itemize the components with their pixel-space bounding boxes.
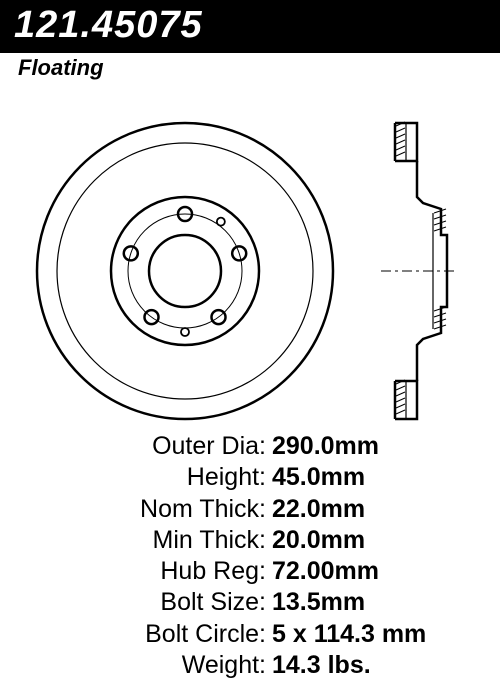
spec-value: 20.0mm bbox=[272, 525, 472, 556]
spec-value: 72.00mm bbox=[272, 556, 472, 587]
spec-row: Weight:14.3 lbs. bbox=[0, 650, 472, 681]
spec-label: Min Thick: bbox=[82, 525, 272, 556]
rotor-diagram bbox=[0, 81, 500, 441]
spec-row: Bolt Size:13.5mm bbox=[0, 587, 472, 618]
spec-value: 14.3 lbs. bbox=[272, 650, 472, 681]
diagram-area bbox=[0, 81, 500, 421]
rotor-type-subtitle: Floating bbox=[0, 53, 500, 81]
spec-value: 13.5mm bbox=[272, 587, 472, 618]
spec-label: Weight: bbox=[82, 650, 272, 681]
spec-label: Nom Thick: bbox=[82, 494, 272, 525]
spec-label: Bolt Circle: bbox=[82, 619, 272, 650]
spec-table: Outer Dia:290.0mmHeight:45.0mmNom Thick:… bbox=[0, 421, 500, 681]
spec-value: 45.0mm bbox=[272, 462, 472, 493]
spec-row: Bolt Circle:5 x 114.3 mm bbox=[0, 619, 472, 650]
spec-row: Min Thick:20.0mm bbox=[0, 525, 472, 556]
spec-value: 5 x 114.3 mm bbox=[272, 619, 472, 650]
spec-label: Hub Reg: bbox=[82, 556, 272, 587]
spec-label: Height: bbox=[82, 462, 272, 493]
spec-row: Nom Thick:22.0mm bbox=[0, 494, 472, 525]
part-number-header: 121.45075 bbox=[0, 0, 500, 53]
spec-value: 22.0mm bbox=[272, 494, 472, 525]
spec-row: Hub Reg:72.00mm bbox=[0, 556, 472, 587]
spec-row: Height:45.0mm bbox=[0, 462, 472, 493]
spec-label: Bolt Size: bbox=[82, 587, 272, 618]
